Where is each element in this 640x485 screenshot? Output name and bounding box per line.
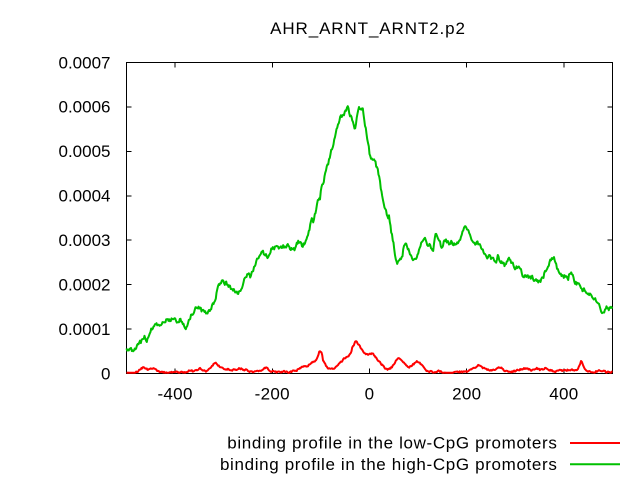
svg-text:0: 0: [101, 364, 110, 383]
svg-text:0.0004: 0.0004: [59, 187, 111, 206]
svg-text:400: 400: [549, 385, 578, 404]
svg-text:0: 0: [365, 385, 375, 404]
svg-text:binding profile in the high-Cp: binding profile in the high-CpG promoter…: [220, 455, 558, 474]
svg-text:-400: -400: [157, 385, 192, 404]
svg-text:0.0002: 0.0002: [59, 275, 111, 294]
svg-text:0.0005: 0.0005: [59, 142, 111, 161]
svg-text:0.0001: 0.0001: [59, 320, 111, 339]
svg-text:AHR_ARNT_ARNT2.p2: AHR_ARNT_ARNT2.p2: [270, 19, 466, 38]
svg-text:binding profile in the low-CpG: binding profile in the low-CpG promoters: [227, 434, 557, 453]
svg-text:0.0007: 0.0007: [59, 53, 111, 72]
svg-text:200: 200: [452, 385, 481, 404]
svg-text:0.0003: 0.0003: [59, 231, 111, 250]
svg-text:0.0006: 0.0006: [59, 98, 111, 117]
svg-text:-200: -200: [255, 385, 290, 404]
